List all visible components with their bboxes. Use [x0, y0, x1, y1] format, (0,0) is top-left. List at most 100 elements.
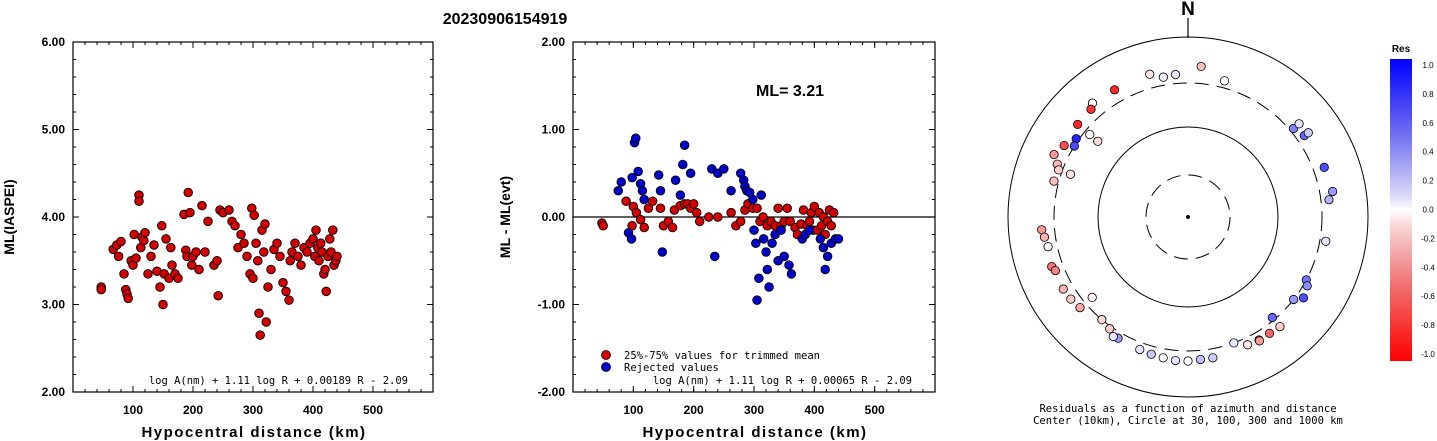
data-point: [691, 207, 702, 218]
data-point: [688, 199, 699, 209]
data-point: [140, 227, 150, 238]
data-point: [627, 172, 637, 183]
data-point: [726, 207, 736, 218]
data-point: [248, 273, 258, 284]
colorbar-tick-label: -0.4: [1421, 263, 1435, 272]
x-tick-label: 100: [123, 403, 143, 417]
data-point: [815, 234, 826, 244]
data-point: [613, 185, 624, 196]
x-ticks: 100 200 300 400 500: [584, 42, 924, 417]
data-point: [754, 273, 764, 284]
station-point: [1264, 328, 1275, 338]
x-tick-label: 200: [684, 403, 704, 417]
station-point: [1050, 265, 1060, 276]
colorbar-tick-label: 0.2: [1422, 177, 1434, 186]
data-point: [167, 260, 177, 270]
y-tick-label: 5.00: [42, 123, 66, 137]
station-point: [1321, 236, 1331, 246]
x-tick-label: 300: [744, 403, 764, 417]
station-point: [1146, 349, 1156, 359]
y-tick-label: -2.00: [538, 385, 566, 399]
circle-30km: [1145, 174, 1231, 260]
data-point: [134, 196, 144, 206]
x-axis-label: Hypocentral distance (km): [141, 424, 366, 441]
station-point: [1087, 292, 1097, 302]
data-point: [259, 247, 269, 257]
data-point: [266, 264, 276, 275]
data-point: [748, 194, 758, 205]
data-point: [203, 216, 213, 227]
data-point: [275, 251, 285, 262]
data-point: [785, 216, 795, 227]
panel-azimuth-residual: N Residuals as a function of azimuth and…: [1007, 0, 1369, 427]
colorbar-tick-label: -1.0: [1421, 350, 1435, 359]
data-point: [272, 238, 282, 248]
station-point: [1328, 186, 1338, 197]
data-point: [655, 185, 666, 196]
data-point: [657, 247, 668, 257]
station-point: [1195, 354, 1206, 365]
data-point: [212, 256, 222, 266]
colorbar-tick-label: 1.0: [1422, 61, 1434, 70]
station-point: [1254, 336, 1265, 346]
station-point: [1288, 294, 1299, 305]
data-point: [158, 299, 168, 310]
station-point: [1158, 353, 1168, 363]
data-point: [782, 203, 792, 213]
colorbar-ticks: 1.0 0.8 0.6 0.4 0.2 0.0 -0.2 -0.4 -0.6 -0.8 -1.0: [1421, 61, 1435, 359]
data-point: [320, 264, 330, 275]
y-tick-label: -1.00: [538, 298, 566, 312]
station-point: [1170, 69, 1181, 80]
data-point: [726, 185, 736, 196]
figure-title: 20230906154919: [443, 11, 568, 28]
data-point: [752, 295, 762, 305]
y-tick-label: 4.00: [42, 210, 66, 224]
station-point: [1065, 169, 1076, 179]
station-point: [1049, 176, 1059, 186]
data-point: [146, 251, 156, 262]
data-point: [784, 260, 794, 270]
data-point: [621, 196, 631, 206]
data-point: [123, 293, 133, 304]
data-point: [804, 216, 815, 227]
data-point: [311, 225, 321, 235]
y-ticks: -2.00 -1.00 0.00 1.00 2.00: [538, 35, 935, 399]
y-tick-label: 0.00: [542, 210, 566, 224]
data-point: [822, 251, 833, 262]
data-point: [185, 207, 195, 218]
station-point: [1303, 128, 1313, 138]
data-point: [285, 256, 295, 266]
x-tick-label: 500: [865, 403, 885, 417]
data-point: [116, 236, 126, 247]
colorbar-tick-label: -0.8: [1421, 321, 1435, 330]
data-point: [675, 190, 686, 200]
data-point: [332, 251, 342, 262]
points-group: [1037, 61, 1338, 366]
data-point: [643, 203, 654, 213]
data-point: [157, 220, 167, 231]
data-point: [751, 238, 761, 248]
data-point: [260, 219, 270, 229]
legend-label-trimmed: 25%-75% values for trimmed mean: [624, 350, 820, 362]
station-point: [1097, 315, 1107, 325]
data-point: [633, 166, 643, 177]
data-point: [756, 190, 766, 200]
data-point: [598, 220, 608, 231]
data-point: [710, 251, 720, 262]
data-point: [251, 238, 261, 248]
y-ticks: 2.00 3.00 4.00 5.00 6.00: [42, 35, 433, 399]
data-point: [290, 238, 300, 248]
data-point: [704, 212, 714, 222]
data-point: [113, 251, 124, 262]
station-point: [1086, 104, 1096, 114]
data-point: [325, 234, 335, 244]
station-point: [1145, 69, 1155, 79]
data-point: [194, 264, 204, 275]
y-axis-label: ML - ML(evt): [497, 176, 513, 258]
data-point: [281, 286, 291, 297]
station-point: [1093, 136, 1103, 146]
data-point: [670, 175, 681, 185]
points-group: [597, 133, 844, 305]
x-ticks: 100 200 300 400 500: [84, 42, 422, 417]
